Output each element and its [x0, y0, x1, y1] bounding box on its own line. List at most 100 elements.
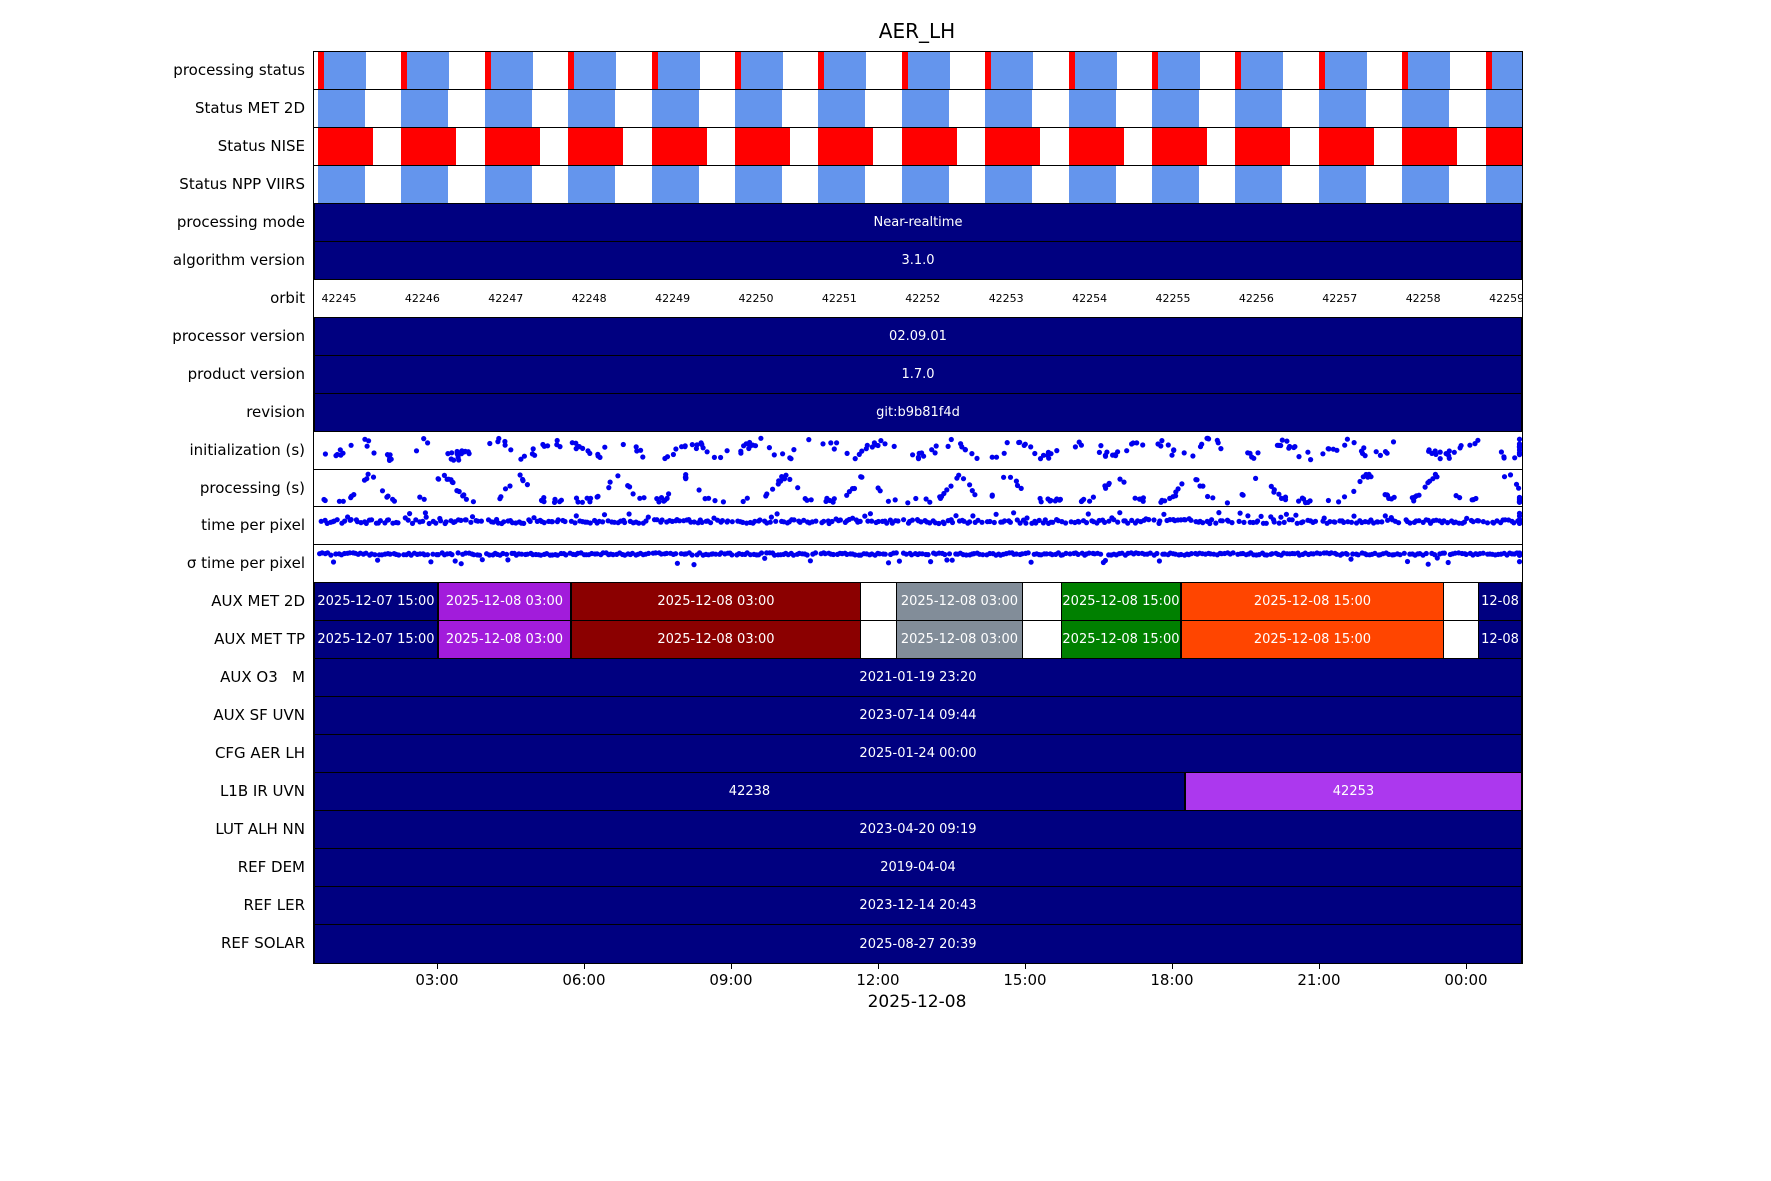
bar-gap — [1443, 621, 1479, 659]
bar-segment: 1.7.0 — [314, 355, 1522, 393]
orbit-block — [991, 52, 1034, 89]
timeline-row: 2021-01-19 23:20 — [314, 659, 1522, 698]
row-label: AUX MET TP — [214, 630, 305, 649]
row-label: REF DEM — [237, 858, 305, 877]
orbit-block — [1241, 52, 1284, 89]
orbit-block — [1235, 89, 1283, 127]
orbit-number: 42258 — [1405, 291, 1441, 305]
orbit-block — [1318, 89, 1366, 127]
orbit-block — [651, 89, 699, 127]
row-label: REF SOLAR — [220, 934, 305, 952]
orbit-block — [735, 127, 790, 165]
orbit-block — [985, 165, 1033, 203]
status-start-marker — [901, 52, 908, 89]
scatter-plot-peaks — [321, 471, 1522, 506]
timeline-row — [314, 52, 1522, 90]
orbit-block — [824, 52, 867, 89]
bar-segment-label: 42253 — [1332, 784, 1375, 800]
timeline-row: 2023-12-14 20:43 — [314, 887, 1522, 926]
status-start-marker — [818, 52, 825, 89]
bar-segment: 2025-12-08 03:00 — [895, 583, 1023, 621]
orbit-block — [901, 127, 957, 165]
x-tick-label: 00:00 — [1444, 971, 1488, 989]
bar-segment: 2025-12-07 15:00 — [314, 583, 438, 621]
bar-segment: 2025-12-08 03:00 — [895, 621, 1023, 659]
orbit-block — [985, 89, 1033, 127]
bar-segment: 2025-12-07 15:00 — [314, 621, 438, 659]
orbit-block — [1152, 165, 1199, 203]
orbit-block — [318, 89, 365, 127]
bar-segment-label: 3.1.0 — [901, 252, 935, 268]
bar-segment: 2025-12-08 03:00 — [570, 583, 861, 621]
orbit-block — [657, 52, 700, 89]
bar-segment: 12-08 — [1478, 621, 1522, 659]
bar-segment-label: 2025-01-24 00:00 — [859, 746, 977, 762]
orbit-block — [1318, 127, 1374, 165]
x-tick-label: 09:00 — [709, 971, 753, 989]
orbit-number: 42249 — [655, 291, 691, 305]
status-start-marker — [985, 52, 992, 89]
bar-segment: 2025-12-08 15:00 — [1061, 621, 1181, 659]
status-start-marker — [651, 52, 658, 89]
orbit-block — [1485, 89, 1522, 127]
x-tick-label: 21:00 — [1297, 971, 1341, 989]
bar-segment: 2025-12-08 15:00 — [1180, 621, 1444, 659]
bar-segment-label: 2025-12-07 15:00 — [317, 632, 435, 648]
bar-segment-label: 2025-12-08 03:00 — [445, 632, 564, 648]
timeline-row — [314, 431, 1522, 470]
row-label: processor version — [172, 326, 305, 345]
bar-segment: 2021-01-19 23:20 — [314, 659, 1522, 697]
bar-segment: 42238 — [314, 773, 1185, 811]
orbit-block — [401, 165, 449, 203]
timeline-row: Near-realtime — [314, 203, 1522, 242]
bar-segment-label: 2025-12-08 03:00 — [445, 594, 564, 610]
timeline-row — [314, 165, 1522, 204]
orbit-number: 42253 — [988, 291, 1024, 305]
bar-segment-label: 2025-12-08 03:00 — [657, 594, 775, 610]
timeline-row: 3.1.0 — [314, 241, 1522, 280]
bar-segment-label: 02.09.01 — [889, 328, 947, 344]
orbit-number: 42257 — [1322, 291, 1358, 305]
bar-segment: 2023-12-14 20:43 — [314, 887, 1522, 925]
orbit-number: 42251 — [821, 291, 857, 305]
bar-gap — [1022, 583, 1062, 621]
timeline-row: 1.7.0 — [314, 355, 1522, 394]
x-tick-label: 18:00 — [1150, 971, 1194, 989]
bar-segment-label: Near-realtime — [873, 214, 963, 230]
orbit-block — [1152, 89, 1199, 127]
orbit-block — [484, 89, 532, 127]
orbit-block — [1152, 127, 1207, 165]
bar-segment: 2025-12-08 15:00 — [1180, 583, 1444, 621]
timeline-row: 2023-04-20 09:19 — [314, 811, 1522, 850]
bar-gap — [860, 621, 896, 659]
plot-area: Near-realtime 3.1.0 42245 42246 42247 42248 42… — [313, 51, 1523, 964]
bar-segment-label: git:b9b81f4d — [876, 404, 960, 420]
row-label: time per pixel — [201, 516, 305, 535]
status-start-marker — [1235, 52, 1242, 89]
orbit-block — [484, 127, 540, 165]
chart-title: AER_LH — [878, 19, 956, 43]
orbit-block — [1485, 127, 1522, 165]
orbit-block — [1068, 127, 1124, 165]
timeline-row: 02.09.01 — [314, 317, 1522, 356]
row-label: L1B IR UVN — [219, 782, 305, 801]
orbit-block — [490, 52, 533, 89]
orbit-block — [401, 89, 449, 127]
bar-segment-label: 2019-04-04 — [880, 860, 956, 876]
orbit-block — [901, 165, 949, 203]
bar-segment-label: 1.7.0 — [901, 366, 935, 382]
orbit-block — [1158, 52, 1200, 89]
x-tick — [1024, 963, 1026, 969]
timeline-row: 2025-12-07 15:00 2025-12-08 03:00 2025-12-… — [314, 583, 1522, 622]
bar-segment: 02.09.01 — [314, 317, 1522, 355]
bar-segment: git:b9b81f4d — [314, 393, 1522, 431]
orbit-block — [574, 52, 617, 89]
bar-segment: 2023-04-20 09:19 — [314, 811, 1522, 849]
timeline-row: 2023-07-14 09:44 — [314, 697, 1522, 736]
orbit-block — [651, 165, 699, 203]
timeline-row: git:b9b81f4d — [314, 393, 1522, 432]
status-start-marker — [318, 52, 324, 89]
orbit-block — [324, 52, 366, 89]
x-tick — [437, 963, 438, 969]
